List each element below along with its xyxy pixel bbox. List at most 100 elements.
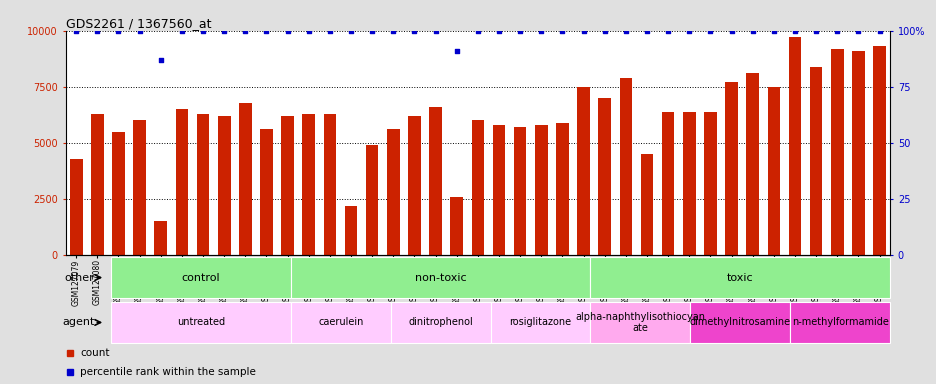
Bar <box>590 302 690 343</box>
Bar <box>724 82 738 255</box>
Point <box>596 28 611 34</box>
Point <box>871 28 886 34</box>
Bar <box>429 107 442 255</box>
Bar <box>577 87 590 255</box>
Bar <box>390 302 490 343</box>
Bar <box>290 257 590 298</box>
Bar <box>872 46 885 255</box>
Text: rosiglitazone: rosiglitazone <box>509 318 571 328</box>
Bar <box>471 121 484 255</box>
Point <box>470 28 485 34</box>
Bar <box>619 78 632 255</box>
Point <box>576 28 591 34</box>
Bar <box>408 116 420 255</box>
Text: count: count <box>80 348 110 358</box>
Bar <box>598 98 610 255</box>
Point <box>534 28 548 34</box>
Point <box>766 28 781 34</box>
Point <box>618 28 633 34</box>
Bar <box>788 38 800 255</box>
Bar <box>490 302 590 343</box>
Point <box>512 28 527 34</box>
Bar <box>110 257 290 298</box>
Point <box>154 57 168 63</box>
Point <box>554 28 569 34</box>
Text: caerulein: caerulein <box>317 318 363 328</box>
Bar <box>197 114 209 255</box>
Bar <box>387 129 400 255</box>
Point <box>280 28 295 34</box>
Bar <box>175 109 188 255</box>
Point <box>132 28 147 34</box>
Bar <box>640 154 652 255</box>
Point <box>216 28 231 34</box>
Point <box>639 28 654 34</box>
Point <box>428 28 443 34</box>
Bar <box>217 116 230 255</box>
Text: other: other <box>65 273 95 283</box>
Text: alpha-naphthylisothiocyan
ate: alpha-naphthylisothiocyan ate <box>575 312 705 333</box>
Point <box>386 28 401 34</box>
Bar <box>513 127 526 255</box>
Bar <box>302 114 314 255</box>
Bar <box>789 302 889 343</box>
Point <box>850 28 865 34</box>
Bar <box>767 87 780 255</box>
Bar <box>830 49 842 255</box>
Bar <box>110 302 290 343</box>
Bar <box>492 125 505 255</box>
Point <box>90 28 105 34</box>
Point <box>724 28 739 34</box>
Point <box>258 28 273 34</box>
Text: control: control <box>182 273 220 283</box>
Text: n-methylformamide: n-methylformamide <box>791 318 887 328</box>
Bar <box>281 116 294 255</box>
Text: toxic: toxic <box>726 273 753 283</box>
Point <box>406 28 421 34</box>
Point <box>68 28 83 34</box>
Bar <box>365 145 378 255</box>
Point <box>808 28 823 34</box>
Point <box>300 28 315 34</box>
Point <box>660 28 675 34</box>
Text: GDS2261 / 1367560_at: GDS2261 / 1367560_at <box>66 17 211 30</box>
Bar <box>290 302 390 343</box>
Text: dimethylnitrosamine: dimethylnitrosamine <box>689 318 790 328</box>
Bar <box>534 125 547 255</box>
Point <box>744 28 759 34</box>
Bar <box>239 103 252 255</box>
Bar <box>590 257 889 298</box>
Text: dinitrophenol: dinitrophenol <box>408 318 473 328</box>
Point <box>829 28 844 34</box>
Point <box>196 28 211 34</box>
Point <box>491 28 506 34</box>
Text: untreated: untreated <box>177 318 225 328</box>
Bar <box>746 73 758 255</box>
Bar <box>450 197 462 255</box>
Bar <box>133 121 146 255</box>
Text: agent: agent <box>62 318 95 328</box>
Bar <box>555 123 568 255</box>
Bar <box>260 129 272 255</box>
Point <box>344 28 358 34</box>
Point <box>786 28 801 34</box>
Text: non-toxic: non-toxic <box>415 273 466 283</box>
Point <box>681 28 696 34</box>
Point <box>322 28 337 34</box>
Bar <box>809 67 822 255</box>
Text: percentile rank within the sample: percentile rank within the sample <box>80 367 256 377</box>
Bar <box>112 132 124 255</box>
Bar <box>703 111 716 255</box>
Bar <box>70 159 82 255</box>
Point <box>174 28 189 34</box>
Point <box>110 28 125 34</box>
Point <box>448 48 463 54</box>
Bar <box>851 51 864 255</box>
Bar <box>323 114 336 255</box>
Bar <box>154 222 167 255</box>
Point <box>364 28 379 34</box>
Bar <box>682 111 695 255</box>
Bar <box>91 114 104 255</box>
Bar <box>344 206 357 255</box>
Point <box>238 28 253 34</box>
